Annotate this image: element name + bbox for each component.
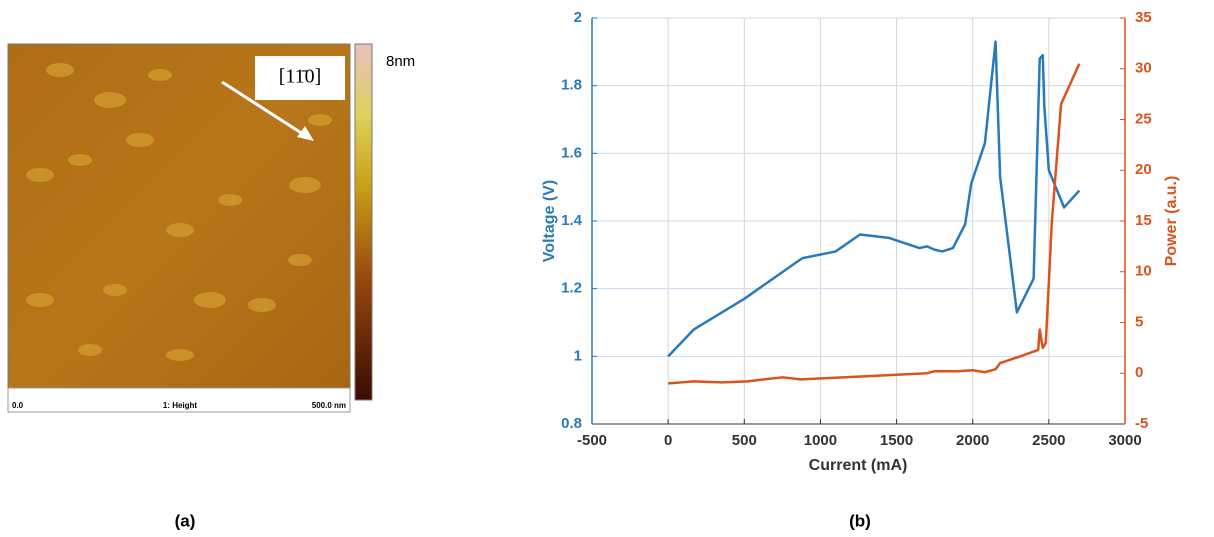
y-tick-label: 1.6 <box>561 144 582 161</box>
direction-arrow <box>221 80 307 138</box>
y-tick-label: 2 <box>574 9 582 26</box>
x-tick-label: 3000 <box>1108 432 1141 449</box>
footer-center: 1: Height <box>163 401 198 410</box>
x-tick-label: -500 <box>577 432 607 449</box>
x-tick-label: 1500 <box>880 432 913 449</box>
y-tick-label: 1.4 <box>561 212 583 229</box>
footer-left: 0.0 <box>12 401 24 410</box>
y2-axis-label: Power (a.u.) <box>1163 176 1180 267</box>
y-tick-label: 1.2 <box>561 280 582 297</box>
caption: (b) <box>849 511 871 530</box>
y2-tick-label: 5 <box>1135 313 1143 330</box>
y2-tick-label: 10 <box>1135 263 1152 280</box>
y2-tick-label: 25 <box>1135 110 1152 127</box>
x-tick-label: 1000 <box>804 432 837 449</box>
y2-tick-label: 20 <box>1135 161 1152 178</box>
afm-footer <box>7 387 351 413</box>
caption: (a) <box>175 511 196 530</box>
data-line <box>668 63 1081 385</box>
x-tick-label: 2000 <box>956 432 989 449</box>
y2-tick-label: 30 <box>1135 60 1152 77</box>
label-box <box>255 56 345 100</box>
color-bar <box>354 43 373 401</box>
afm-image <box>7 43 351 389</box>
x-tick-label: 0 <box>664 432 672 449</box>
x-tick-label: 500 <box>732 432 757 449</box>
footer-right: 500.0 nm <box>312 401 346 410</box>
scale-max: 8nm <box>386 53 415 70</box>
afm-panel: 8nm [11̄0] 0.0 1: Height 500.0 nm <box>7 43 415 413</box>
y-axis-label: Voltage (V) <box>541 180 558 262</box>
y2-tick-label: 15 <box>1135 212 1152 229</box>
x-tick-label: 2500 <box>1032 432 1065 449</box>
y-tick-label: 0.8 <box>561 415 582 432</box>
y2-tick-label: -5 <box>1135 415 1148 432</box>
data-line <box>667 40 1081 358</box>
y2-tick-label: 35 <box>1135 9 1152 26</box>
arrow-head <box>297 126 314 141</box>
direction-label: [11̄0] <box>279 66 322 88</box>
x-axis-label: Current (mA) <box>809 457 908 474</box>
afm-texture <box>26 63 332 361</box>
y-tick-label: 1.8 <box>561 77 582 94</box>
y2-tick-label: 0 <box>1135 364 1143 381</box>
y-tick-label: 1 <box>574 347 582 364</box>
